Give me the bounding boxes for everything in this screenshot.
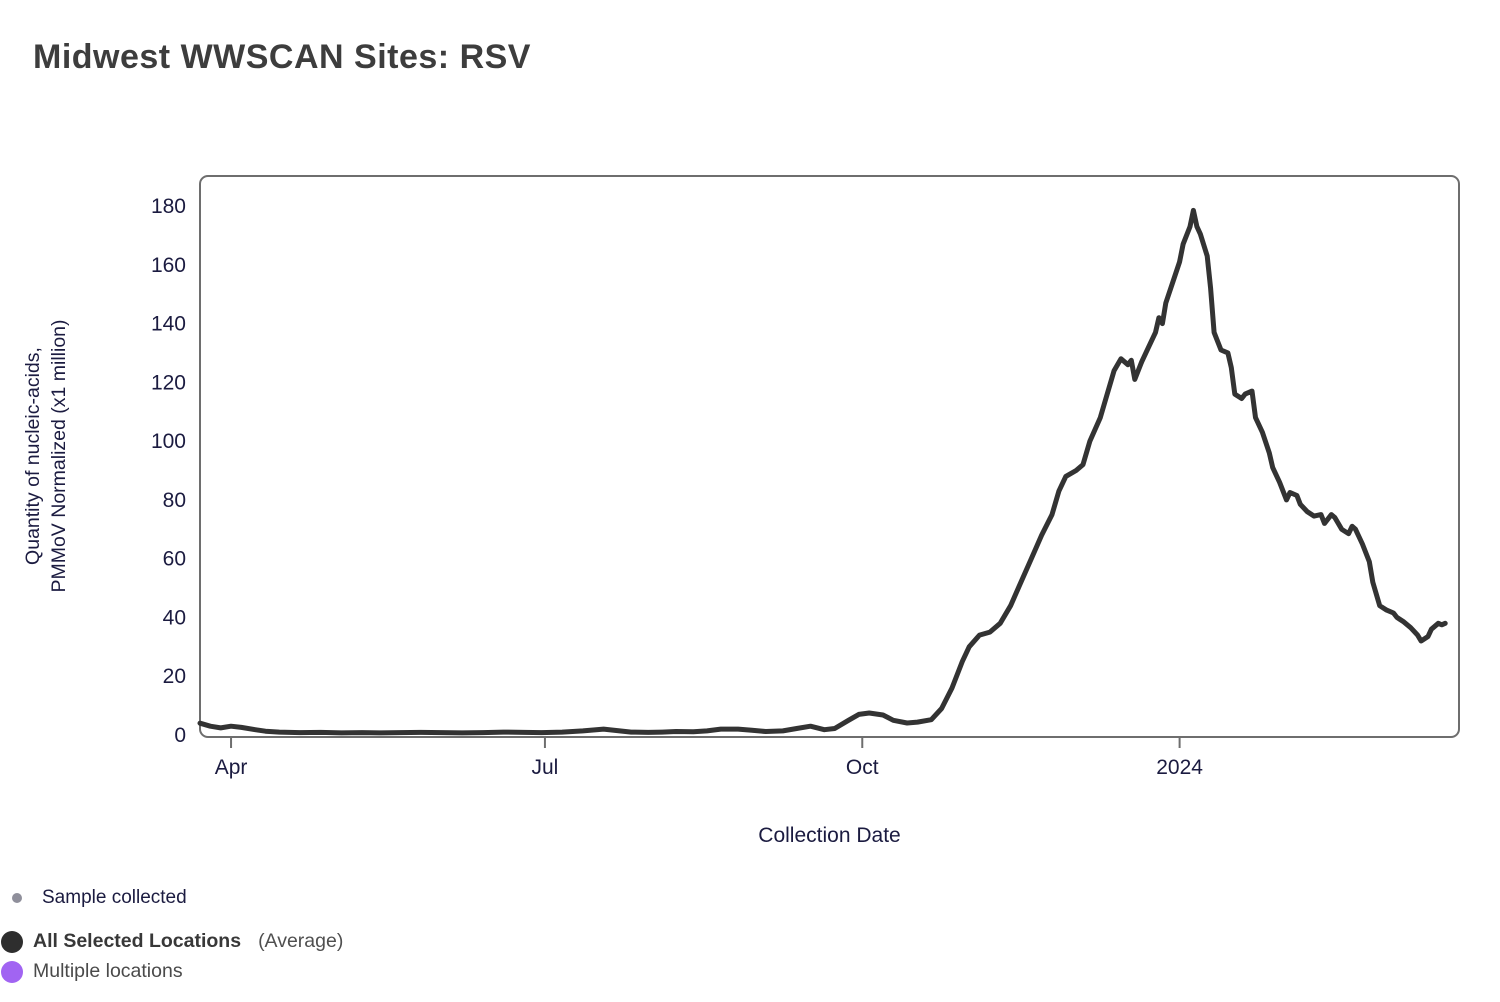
plot-border	[199, 175, 1460, 738]
y-axis-title-line2: PMMoV Normalized (x1 million)	[48, 319, 71, 593]
x-axis-title: Collection Date	[758, 824, 901, 847]
y-tick-label-60: 60	[163, 548, 186, 571]
y-tick-label-0: 0	[174, 724, 186, 747]
y-axis-title: Quantity of nucleic-acids, PMMoV Normali…	[20, 256, 74, 656]
legend-label-sample-collected: Sample collected	[42, 887, 187, 908]
x-tick-label-2024: 2024	[1156, 756, 1203, 779]
x-tick-label-Apr: Apr	[215, 756, 248, 779]
y-tick-label-40: 40	[163, 606, 186, 629]
x-tick-label-Oct: Oct	[846, 756, 879, 779]
legend-item-multiple-locations[interactable]: Multiple locations	[1, 960, 183, 983]
x-tick-label-Jul: Jul	[532, 756, 559, 779]
legend-label-average-suffix: (Average)	[258, 930, 344, 952]
all-locations-dot-icon	[1, 930, 23, 953]
multiple-locations-dot-icon	[1, 960, 23, 983]
legend-label-multiple-locations: Multiple locations	[33, 960, 183, 982]
rsv-line-chart[interactable]: 0 20 40 60 80 100 120 140 160 180 Apr Jul Oct 2024	[0, 0, 1500, 870]
y-tick-label-140: 140	[151, 313, 186, 336]
y-tick-label-80: 80	[163, 489, 186, 512]
y-tick-label-180: 180	[151, 195, 186, 218]
y-tick-label-20: 20	[163, 665, 186, 688]
series-line-all-selected-locations[interactable]	[197, 207, 1448, 736]
y-tick-label-160: 160	[151, 254, 186, 277]
legend-item-all-selected-locations[interactable]: All Selected Locations (Average)	[1, 930, 343, 953]
y-tick-label-100: 100	[151, 430, 186, 453]
page-title: Midwest WWSCAN Sites: RSV	[33, 38, 531, 76]
y-tick-label-120: 120	[151, 371, 186, 394]
legend-label-all-selected-locations: All Selected Locations	[33, 930, 242, 952]
sample-collected-dot-icon	[12, 893, 22, 903]
legend-item-sample-collected[interactable]: Sample collected	[12, 887, 187, 909]
y-axis-title-line1: Quantity of nucleic-acids,	[22, 347, 44, 565]
